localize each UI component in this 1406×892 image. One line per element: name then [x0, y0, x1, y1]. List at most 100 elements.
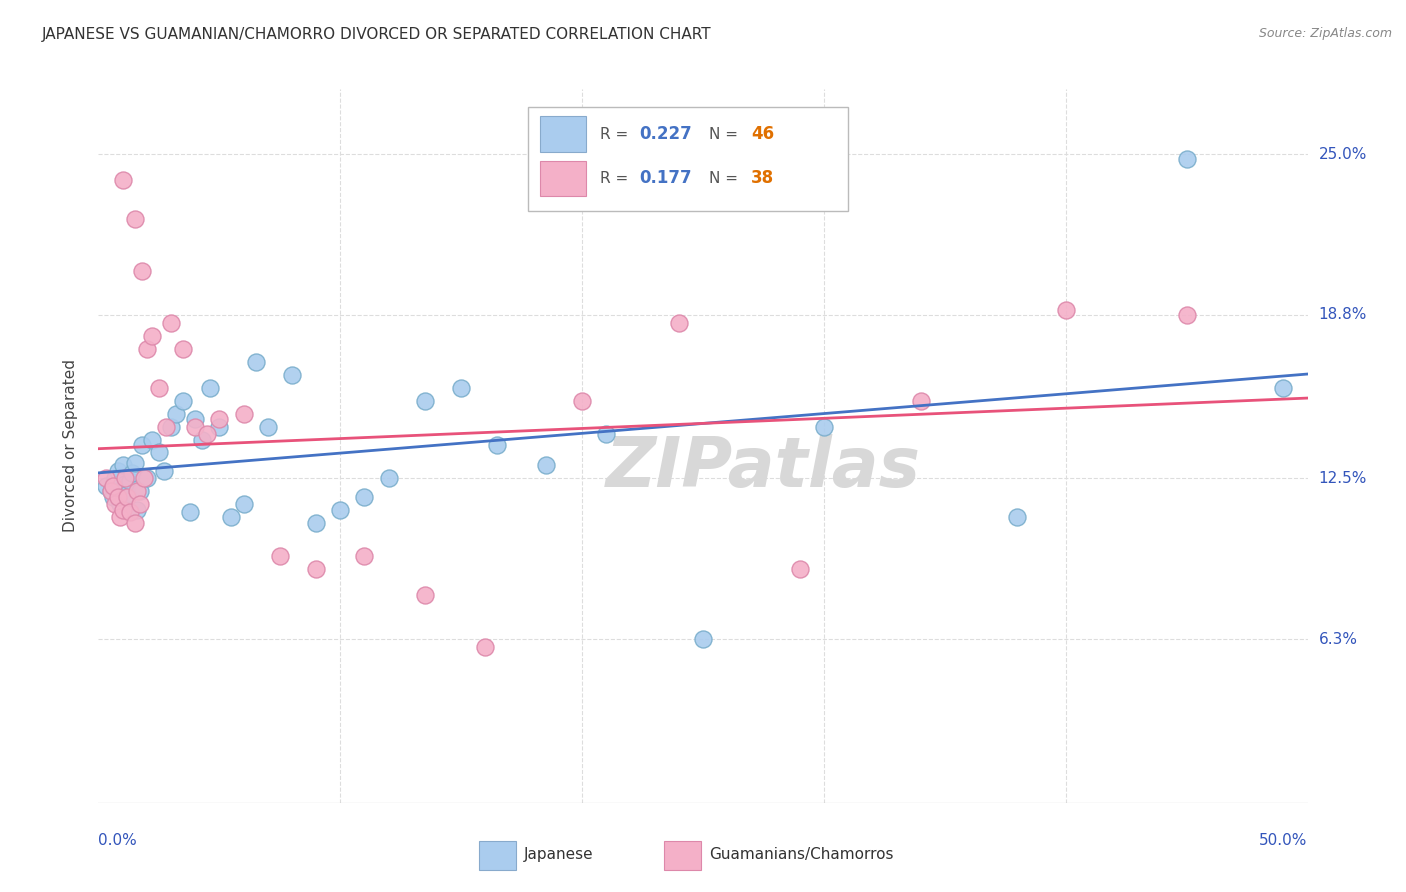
Point — [107, 464, 129, 478]
Y-axis label: Divorced or Separated: Divorced or Separated — [63, 359, 77, 533]
Point — [1272, 381, 1295, 395]
Point — [124, 516, 146, 530]
Point — [172, 393, 194, 408]
Point — [101, 490, 124, 504]
Point — [100, 484, 122, 499]
Text: R =: R = — [600, 171, 633, 186]
Text: N =: N = — [709, 127, 742, 142]
Bar — [540, 116, 586, 152]
Point — [104, 497, 127, 511]
Text: 18.8%: 18.8% — [1319, 308, 1367, 322]
Text: 0.0%: 0.0% — [98, 833, 138, 848]
Point — [108, 497, 131, 511]
Point — [571, 393, 593, 408]
Text: 25.0%: 25.0% — [1319, 146, 1367, 161]
Point — [534, 458, 557, 473]
Point — [910, 393, 932, 408]
Text: 0.177: 0.177 — [638, 169, 692, 187]
Point — [269, 549, 291, 564]
Point — [191, 433, 214, 447]
Point — [117, 490, 139, 504]
Point — [111, 173, 134, 187]
Point — [128, 497, 150, 511]
Text: N =: N = — [709, 171, 742, 186]
Point — [114, 471, 136, 485]
Point — [377, 471, 399, 485]
Point — [111, 458, 134, 473]
Text: Guamanians/Chamorros: Guamanians/Chamorros — [709, 847, 894, 862]
Point — [184, 411, 207, 425]
Point — [184, 419, 207, 434]
Text: 0.227: 0.227 — [638, 125, 692, 143]
Bar — [527, 107, 848, 211]
Point — [668, 316, 690, 330]
Point — [789, 562, 811, 576]
Point — [131, 438, 153, 452]
Point — [117, 487, 139, 501]
Point — [413, 588, 436, 602]
Point — [108, 510, 131, 524]
Text: 12.5%: 12.5% — [1319, 471, 1367, 486]
Point — [104, 471, 127, 485]
Point — [353, 490, 375, 504]
Point — [111, 502, 134, 516]
Text: Japanese: Japanese — [524, 847, 593, 862]
Point — [1175, 308, 1198, 322]
Point — [450, 381, 472, 395]
Text: 6.3%: 6.3% — [1319, 632, 1358, 647]
Point — [595, 427, 617, 442]
Point — [221, 510, 243, 524]
Point — [127, 502, 149, 516]
Point — [128, 484, 150, 499]
Point — [305, 516, 328, 530]
Text: JAPANESE VS GUAMANIAN/CHAMORRO DIVORCED OR SEPARATED CORRELATION CHART: JAPANESE VS GUAMANIAN/CHAMORRO DIVORCED … — [42, 27, 711, 42]
Text: 38: 38 — [751, 169, 775, 187]
Point — [94, 479, 117, 493]
Bar — [540, 161, 586, 196]
Point — [124, 211, 146, 226]
Point — [1007, 510, 1029, 524]
Point — [245, 354, 267, 368]
Text: ZIPatlas: ZIPatlas — [606, 434, 921, 501]
Point — [329, 502, 352, 516]
Text: R =: R = — [600, 127, 633, 142]
Point — [160, 316, 183, 330]
Text: 46: 46 — [751, 125, 775, 143]
Point — [135, 342, 157, 356]
Point — [148, 445, 170, 459]
Point — [232, 497, 254, 511]
Point — [195, 427, 218, 442]
Text: Source: ZipAtlas.com: Source: ZipAtlas.com — [1258, 27, 1392, 40]
Point — [101, 479, 124, 493]
Bar — [664, 841, 700, 870]
Point — [305, 562, 328, 576]
Point — [160, 419, 183, 434]
Point — [114, 476, 136, 491]
Point — [118, 474, 141, 488]
Point — [124, 456, 146, 470]
Point — [179, 505, 201, 519]
Point — [165, 407, 187, 421]
Point — [141, 433, 163, 447]
Point — [94, 471, 117, 485]
Point — [413, 393, 436, 408]
Point — [148, 381, 170, 395]
Point — [232, 407, 254, 421]
Point — [198, 381, 221, 395]
Point — [155, 419, 177, 434]
Point — [134, 471, 156, 485]
Point — [353, 549, 375, 564]
Text: 50.0%: 50.0% — [1260, 833, 1308, 848]
Point — [1175, 153, 1198, 167]
Point — [107, 490, 129, 504]
Point — [692, 632, 714, 647]
Point — [152, 464, 174, 478]
Point — [813, 419, 835, 434]
Point — [256, 419, 278, 434]
Point — [141, 328, 163, 343]
Point — [121, 467, 143, 481]
Point — [118, 505, 141, 519]
Point — [131, 264, 153, 278]
Point — [172, 342, 194, 356]
Point — [127, 484, 149, 499]
